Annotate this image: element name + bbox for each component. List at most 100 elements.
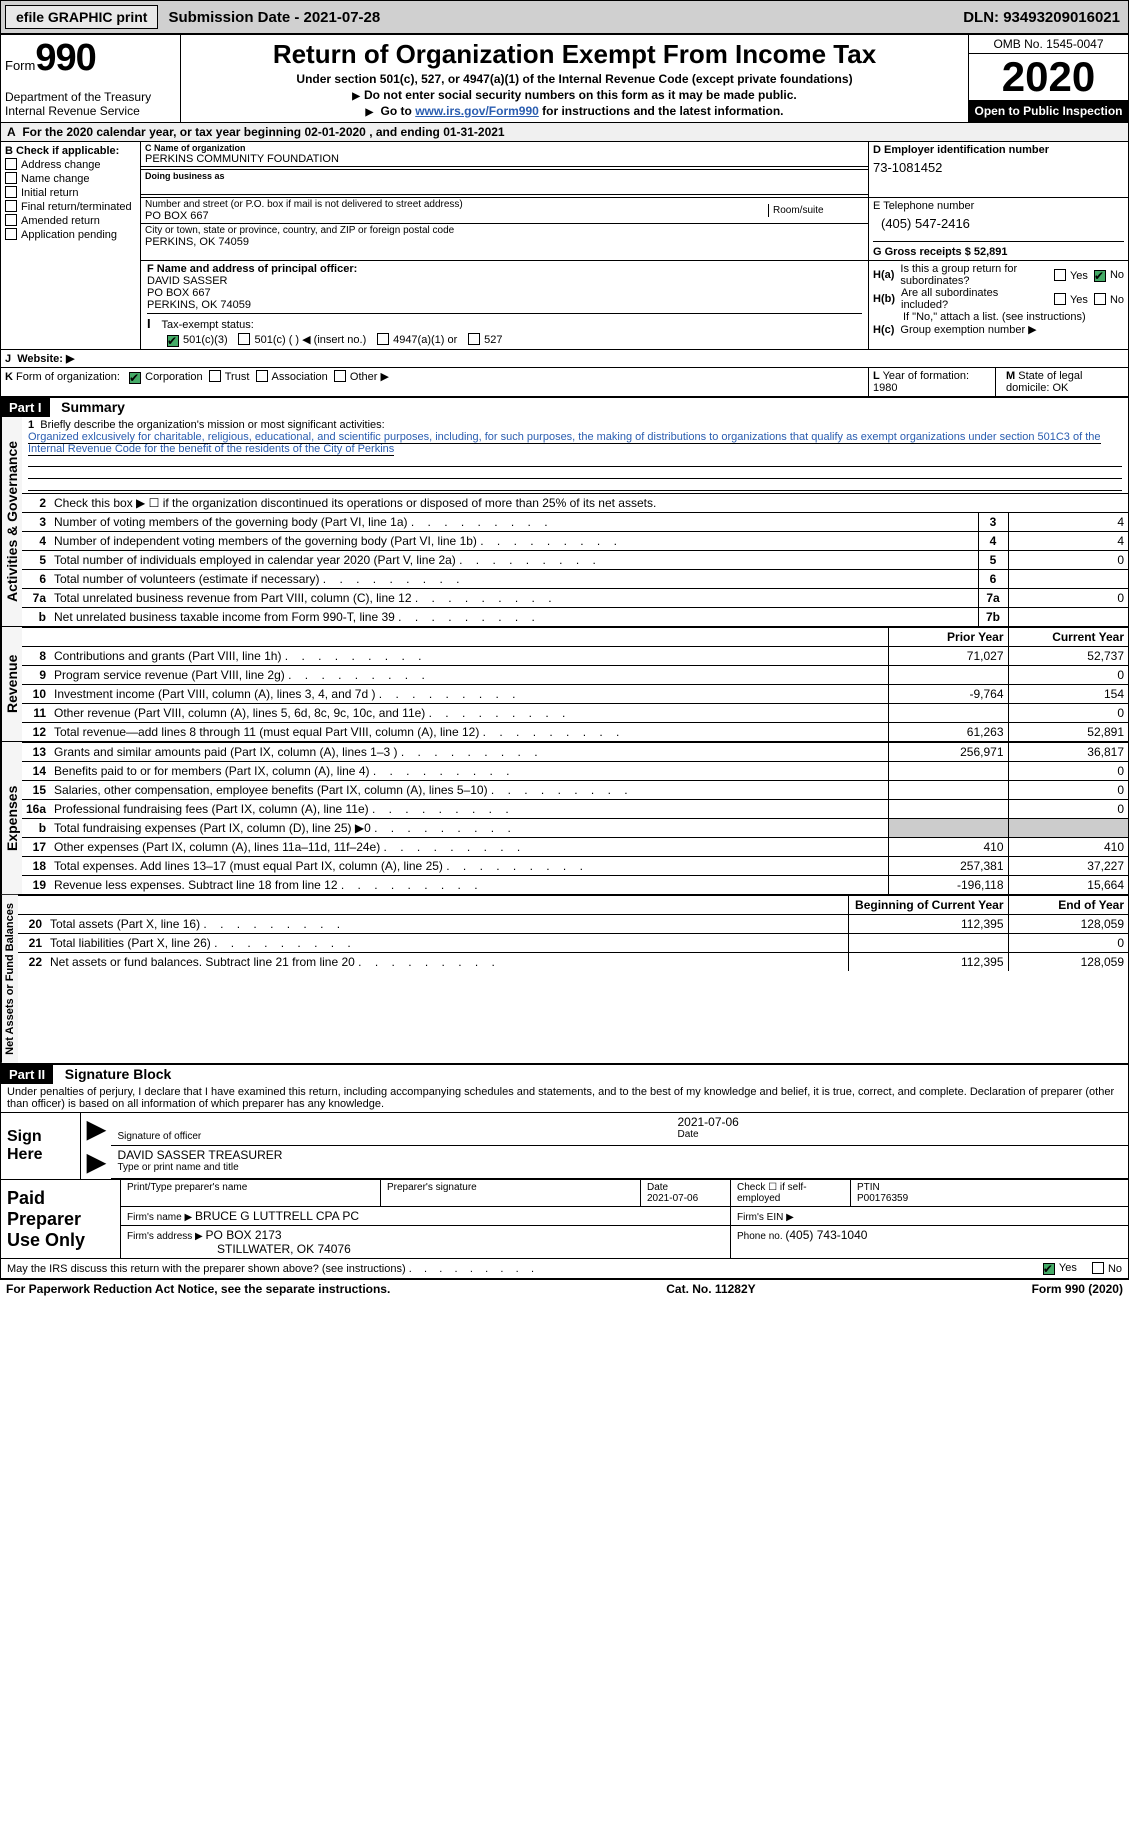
ha-yes-label: Yes (1070, 270, 1088, 282)
row-key: 3 (978, 513, 1008, 532)
footer-mid: Cat. No. 11282Y (666, 1282, 755, 1296)
domicile: OK (1052, 382, 1068, 394)
hb-yes[interactable]: Yes (1054, 293, 1088, 306)
row-curr: 0 (1008, 666, 1128, 685)
cb-app-pending[interactable]: Application pending (5, 228, 136, 241)
cb-501c[interactable]: 501(c) ( ) ◀ (insert no.) (238, 331, 366, 346)
side-na: Net Assets or Fund Balances (1, 895, 18, 1063)
mission-text[interactable]: Organized exlcusively for charitable, re… (28, 431, 1101, 456)
signature-block: Sign Here ▶ Signature of officer 2021-07… (0, 1113, 1129, 1180)
boxI-text: Tax-exempt status: (161, 319, 253, 331)
row-num: 12 (22, 723, 50, 742)
discuss-no-label: No (1108, 1263, 1122, 1275)
street-label: Number and street (or P.O. box if mail i… (145, 199, 758, 210)
firm-phone: (405) 743-1040 (785, 1228, 867, 1242)
form-word: Form (5, 58, 35, 73)
part-II-title: Signature Block (65, 1066, 172, 1082)
hb-no-label: No (1110, 294, 1124, 306)
officer-name-label: Type or print name and title (117, 1162, 1122, 1173)
street-value: PO BOX 667 (145, 210, 758, 222)
cb-527-label: 527 (484, 334, 502, 346)
rev-rows: Prior Year Current Year 8 Contributions … (22, 627, 1128, 741)
cb-final-return[interactable]: Final return/terminated (5, 200, 136, 213)
hdr-curr: Current Year (1008, 628, 1128, 647)
row-text: Salaries, other compensation, employee b… (50, 781, 888, 800)
cb-address-change-label: Address change (21, 159, 101, 171)
row-prior (888, 762, 1008, 781)
row-text: Other revenue (Part VIII, column (A), li… (50, 704, 888, 723)
submission-date-value: 2021-07-28 (304, 9, 381, 26)
boxD-label: D Employer identification number (873, 144, 1124, 156)
ag-rows: 3 Number of voting members of the govern… (22, 512, 1128, 626)
row-num: 21 (18, 934, 46, 953)
cb-initial-return[interactable]: Initial return (5, 186, 136, 199)
cb-name-change[interactable]: Name change (5, 172, 136, 185)
row-num: 13 (22, 743, 50, 762)
hb-no[interactable]: No (1094, 293, 1124, 306)
boxK-text: Form of organization: (16, 371, 120, 383)
col-self: Check ☐ if self-employed (731, 1180, 851, 1207)
cb-assoc[interactable]: Association (256, 371, 328, 383)
form-number: 990 (35, 37, 95, 79)
irs-link[interactable]: www.irs.gov/Form990 (415, 104, 539, 118)
footer-right: Form 990 (2020) (1032, 1282, 1123, 1296)
part-II-header: Part II Signature Block (0, 1064, 1129, 1084)
cb-501c3[interactable]: 501(c)(3) (167, 331, 228, 346)
discuss-yes-label: Yes (1059, 1262, 1077, 1274)
top-bar: efile GRAPHIC print Submission Date - 20… (0, 0, 1129, 34)
cb-corp[interactable]: Corporation (129, 371, 202, 383)
row-text: Benefits paid to or for members (Part IX… (50, 762, 888, 781)
cb-amended[interactable]: Amended return (5, 214, 136, 227)
cb-4947[interactable]: 4947(a)(1) or (377, 331, 457, 346)
row-val: 4 (1008, 532, 1128, 551)
row-key: 5 (978, 551, 1008, 570)
efile-print-button[interactable]: efile GRAPHIC print (5, 5, 158, 29)
discuss-no[interactable]: No (1092, 1262, 1122, 1275)
netassets-block: Net Assets or Fund Balances Beginning of… (0, 895, 1129, 1064)
cb-other[interactable]: Other ▶ (334, 371, 389, 383)
col-date: Date (647, 1182, 668, 1193)
row-prior: 112,395 (848, 953, 1008, 972)
row-key: 4 (978, 532, 1008, 551)
row-curr (1008, 819, 1128, 838)
row-val (1008, 608, 1128, 627)
row-text: Total revenue—add lines 8 through 11 (mu… (50, 723, 888, 742)
boxJ-label: J (5, 353, 11, 365)
boxF-label: F Name and address of principal officer: (147, 263, 862, 275)
ein-value: 73-1081452 (873, 160, 1124, 175)
row-curr: 37,227 (1008, 857, 1128, 876)
submission-label: Submission Date - (168, 9, 303, 26)
row-curr: 52,891 (1008, 723, 1128, 742)
row-prior (888, 666, 1008, 685)
footer-left: For Paperwork Reduction Act Notice, see … (6, 1282, 390, 1296)
row-num: 22 (18, 953, 46, 972)
row-prior: 61,263 (888, 723, 1008, 742)
ha-no[interactable]: No (1094, 269, 1124, 282)
revenue-block: Revenue Prior Year Current Year 8 Contri… (0, 627, 1129, 742)
sig-label: Signature of officer (117, 1131, 665, 1142)
discuss-row: May the IRS discuss this return with the… (0, 1258, 1129, 1279)
row-curr: 154 (1008, 685, 1128, 704)
boxM-text: State of legal domicile: (1006, 370, 1082, 394)
ha-label: H(a) (873, 269, 894, 281)
row-prior (888, 704, 1008, 723)
ha-yes[interactable]: Yes (1054, 269, 1088, 282)
row-curr: 410 (1008, 838, 1128, 857)
period-begin: 02-01-2020 (304, 125, 365, 139)
col-sig: Preparer's signature (381, 1180, 641, 1207)
row-text: Total number of individuals employed in … (50, 551, 978, 570)
cb-trust[interactable]: Trust (209, 371, 250, 383)
boxL-label: L (873, 370, 880, 382)
name-arrow-icon: ▶ (81, 1146, 112, 1179)
form-subtitle: Under section 501(c), 527, or 4947(a)(1)… (185, 72, 964, 86)
cb-address-change[interactable]: Address change (5, 158, 136, 171)
cb-assoc-label: Association (272, 371, 328, 383)
form-header: Form990 Department of the Treasury Inter… (0, 34, 1129, 123)
cb-527[interactable]: 527 (468, 331, 502, 346)
open-inspection: Open to Public Inspection (969, 100, 1128, 122)
na-rows: Beginning of Current Year End of Year 20… (18, 895, 1128, 971)
row-text: Professional fundraising fees (Part IX, … (50, 800, 888, 819)
sig-date-label: Date (677, 1129, 1122, 1140)
discuss-yes[interactable]: Yes (1043, 1262, 1077, 1275)
cb-trust-label: Trust (225, 371, 250, 383)
